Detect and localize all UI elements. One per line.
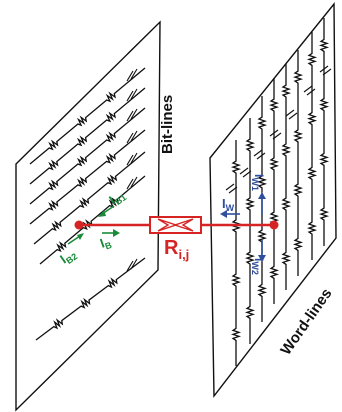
iw2-label: IW2: [250, 258, 266, 275]
bit-lines-plane: [15, 20, 161, 412]
bit-line: [35, 257, 146, 341]
word-line: [230, 140, 242, 366]
bit-line-break-mark: [126, 130, 138, 144]
bit-lines-label: Bit-lines: [159, 95, 176, 154]
bit-line-break-mark: [126, 88, 138, 102]
bit-lines-group: [29, 67, 146, 341]
ib-label: IB: [98, 233, 114, 253]
iw-label: IW: [222, 196, 235, 213]
word-line: [318, 18, 330, 246]
word-line: [280, 64, 292, 290]
bit-line: [29, 87, 146, 185]
bit-line: [29, 129, 146, 225]
word-lines-label: Word-lines: [277, 285, 335, 358]
ib-arrow: [102, 229, 120, 237]
bit-line-node: [74, 220, 84, 230]
word-line-break-mark: [303, 85, 316, 96]
word-line: [306, 32, 318, 260]
iw2-arrow: [258, 240, 266, 262]
ib1-arrow: [98, 205, 115, 217]
bit-line: [29, 67, 146, 165]
resistor-label: Ri,j: [164, 237, 189, 262]
ib2-label: IB2: [57, 245, 79, 268]
word-line-break-mark: [285, 109, 298, 120]
bit-line-break-mark: [126, 152, 138, 166]
ib2-arrow: [67, 233, 84, 245]
word-line: [292, 50, 304, 276]
word-lines-group: [225, 18, 332, 366]
bit-line-break-mark: [126, 108, 138, 122]
word-line-break-mark: [269, 129, 282, 140]
memristor-symbol: [149, 216, 202, 234]
iw-arrow: [220, 210, 240, 218]
word-line: [268, 78, 280, 304]
word-line-node: [269, 220, 279, 230]
iw1-arrow: [258, 192, 266, 214]
word-line-break-mark: [239, 167, 252, 178]
bit-line-break-mark: [126, 68, 138, 82]
word-lines-plane: [209, 2, 337, 399]
bit-line: [33, 151, 146, 245]
bit-line: [39, 175, 146, 265]
bit-line-break-mark: [126, 176, 138, 190]
word-line-break-mark: [225, 183, 238, 194]
iw1-label: IW1: [250, 174, 266, 191]
word-line: [244, 118, 256, 344]
bit-line: [29, 107, 146, 205]
word-line-break-mark: [253, 149, 266, 160]
bit-line-break-mark: [126, 258, 138, 272]
word-line-break-mark: [319, 65, 332, 76]
